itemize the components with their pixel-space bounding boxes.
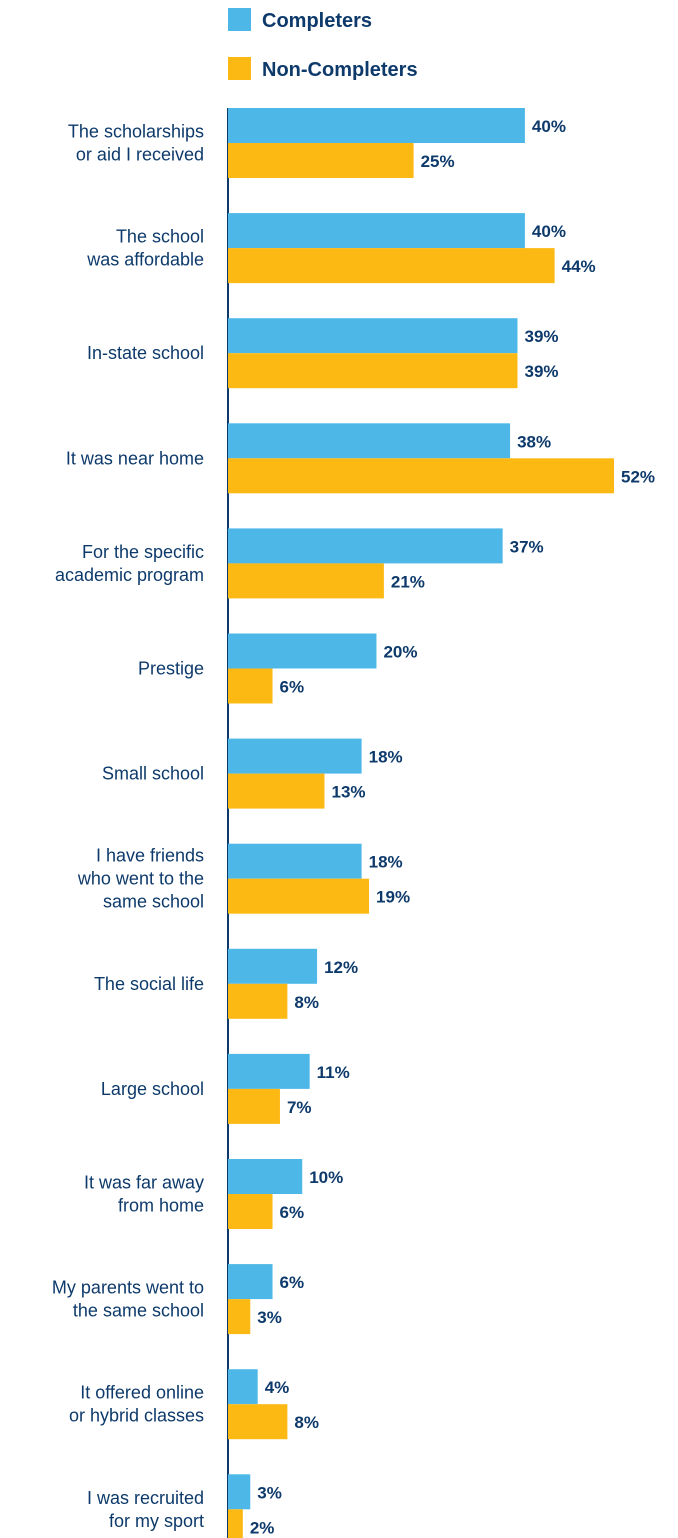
data-label: 21% [391, 572, 425, 591]
bar-non-completers [228, 668, 273, 704]
data-label: 8% [294, 993, 319, 1012]
data-label: 44% [562, 257, 596, 276]
bar-non-completers [228, 1299, 251, 1335]
category-group: 3% 2% I was recruited for my sport [87, 1474, 282, 1538]
bar-completers [228, 948, 318, 984]
data-label: 39% [525, 362, 559, 381]
category-group: 12% 8% The social life [94, 948, 358, 1019]
category-label: The school was affordable [86, 227, 204, 270]
category-label: I was recruited for my sport [87, 1488, 204, 1531]
bar-completers [228, 1159, 303, 1194]
data-label: 20% [383, 643, 417, 662]
bar-completers [228, 633, 377, 669]
category-label: Prestige [138, 659, 204, 679]
data-label: 6% [280, 1273, 305, 1292]
category-label: It was near home [66, 448, 204, 468]
bar-non-completers [228, 1194, 273, 1229]
bar-non-completers [228, 353, 518, 389]
data-label: 4% [265, 1378, 290, 1397]
data-label: 19% [376, 888, 410, 907]
bar-completers [228, 528, 503, 564]
category-label: It offered online or hybrid classes [69, 1383, 204, 1426]
data-label: 8% [294, 1413, 319, 1432]
data-label: 3% [257, 1308, 282, 1327]
data-label: 39% [525, 327, 559, 346]
data-label: 10% [309, 1168, 343, 1187]
bar-non-completers [228, 563, 384, 599]
category-label: Large school [101, 1079, 204, 1099]
category-group: 6% 3% My parents went to the same school [52, 1264, 305, 1335]
data-label: 40% [532, 117, 566, 136]
category-group: 10%6% It was far away from home [84, 1159, 343, 1229]
category-label: My parents went to the same school [52, 1278, 204, 1321]
category-label: I have friends who went to the same school [77, 846, 204, 912]
legend-swatch-non-completers [228, 57, 251, 80]
legend-label-completers: Completers [262, 10, 372, 32]
bar-non-completers [228, 248, 555, 284]
bar-completers [228, 318, 518, 354]
data-label: 12% [324, 958, 358, 977]
category-label: For the specific academic program [55, 542, 204, 585]
category-label: In-state school [87, 343, 204, 363]
category-group: 20% 6% Prestige [138, 633, 417, 704]
legend: Completers Non-Completers [228, 8, 418, 81]
data-label: 2% [250, 1518, 275, 1537]
legend-label-non-completers: Non-Completers [262, 59, 418, 81]
data-label: 37% [510, 537, 544, 556]
bar-non-completers [228, 1404, 288, 1440]
bar-completers [228, 843, 362, 879]
data-label: 13% [332, 783, 366, 802]
plot-area: 40%25%The scholarships or aid I received4… [52, 108, 655, 1538]
data-label: 7% [287, 1098, 312, 1117]
bar-non-completers [228, 878, 370, 914]
bar-completers [228, 738, 362, 774]
category-group: 39% 39% In-state school [87, 318, 559, 389]
bar-non-completers [228, 983, 288, 1019]
category-group: 37% 21% For the specific academic program [55, 528, 544, 599]
category-label: Small school [102, 764, 204, 784]
bar-completers [228, 423, 511, 459]
data-label: 38% [517, 432, 551, 451]
category-group: 4%8% It offered online or hybrid classes [69, 1369, 319, 1440]
category-group: 40% 44% The school was affordable [86, 213, 596, 284]
bar-completers [228, 1369, 258, 1405]
category-group: 11% 7% Large school [101, 1053, 350, 1124]
category-group: 38% 52% It was near home [66, 423, 655, 494]
data-label: 40% [532, 222, 566, 241]
data-label: 6% [280, 678, 305, 697]
legend-swatch-completers [228, 8, 251, 31]
bar-completers [228, 1053, 310, 1089]
data-label: 3% [257, 1483, 282, 1502]
category-label: The scholarships or aid I received [68, 122, 204, 165]
category-label: It was far away from home [84, 1173, 204, 1216]
category-group: 40% 25% The scholarships or aid I received [68, 108, 566, 178]
category-label: The social life [94, 974, 204, 994]
bar-non-completers [228, 1088, 280, 1124]
bar-completers [228, 1474, 251, 1510]
bar-completers [228, 108, 525, 143]
bar-non-completers [228, 773, 325, 809]
category-group: 18%13% Small school [102, 738, 403, 809]
data-label: 11% [317, 1063, 350, 1082]
bar-non-completers [228, 143, 414, 178]
data-label: 18% [369, 853, 403, 872]
data-label: 18% [369, 748, 403, 767]
bar-completers [228, 1264, 273, 1300]
data-label: 6% [280, 1203, 305, 1222]
bar-completers [228, 213, 525, 249]
bar-non-completers [228, 458, 614, 494]
data-label: 52% [621, 467, 655, 486]
category-group: 18% 19% I have friends who went to the same … [77, 843, 410, 914]
data-label: 25% [421, 152, 455, 171]
bar-non-completers [228, 1509, 243, 1538]
